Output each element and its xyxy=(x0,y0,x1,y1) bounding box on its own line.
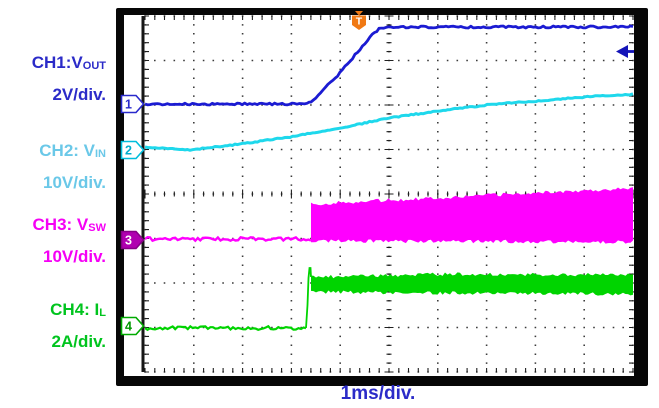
graticule-left-border xyxy=(141,16,145,372)
ch4-trace-baseline xyxy=(145,324,307,332)
ch4-label: CH4: IL 2A/div. xyxy=(0,295,106,356)
timebase-label: 1ms/div. xyxy=(340,383,416,404)
ch3-position-marker xyxy=(120,230,145,250)
ch2-name: CH2: VIN xyxy=(39,141,106,160)
ch4-spike xyxy=(305,267,312,329)
right-edge-arrow-marker xyxy=(616,45,628,58)
ch4-scale: 2A/div. xyxy=(51,332,106,351)
ch3-trace-baseline xyxy=(145,235,312,243)
ch2-scale: 10V/div. xyxy=(43,173,106,192)
scope-display-svg: 1 2 3 4 T xyxy=(116,8,648,386)
right-edge-arrow-tail xyxy=(628,50,634,53)
ch2-position-marker xyxy=(120,140,145,160)
scope-display: 1 2 3 4 T xyxy=(116,8,649,386)
ch3-scale: 10V/div. xyxy=(43,247,106,266)
ch4-position-marker xyxy=(120,316,145,336)
ch3-label: CH3: VSW 10V/div. xyxy=(0,210,106,271)
ch1-label: CH1:VOUT 2V/div. xyxy=(0,48,106,109)
ch1-name: CH1:VOUT xyxy=(31,53,106,72)
trigger-symbol: T xyxy=(356,16,363,28)
ch4-marker-number: 4 xyxy=(125,320,132,334)
ch4-name: CH4: IL xyxy=(50,300,106,319)
trigger-arrow-icon xyxy=(355,11,363,16)
ch3-name: CH3: VSW xyxy=(32,215,106,234)
ch2-marker-number: 2 xyxy=(125,144,132,158)
ch2-label: CH2: VIN 10V/div. xyxy=(0,136,106,197)
ch3-marker-number: 3 xyxy=(125,234,132,248)
ch4-ripple-band xyxy=(311,272,633,296)
ch2-trace xyxy=(145,92,634,152)
ch1-position-marker xyxy=(120,94,145,114)
ch1-marker-number: 1 xyxy=(125,98,132,112)
ch3-switching-band xyxy=(311,187,633,244)
ch1-scale: 2V/div. xyxy=(52,85,106,104)
trigger-position-marker xyxy=(352,15,366,30)
ch1-trace xyxy=(145,24,634,107)
